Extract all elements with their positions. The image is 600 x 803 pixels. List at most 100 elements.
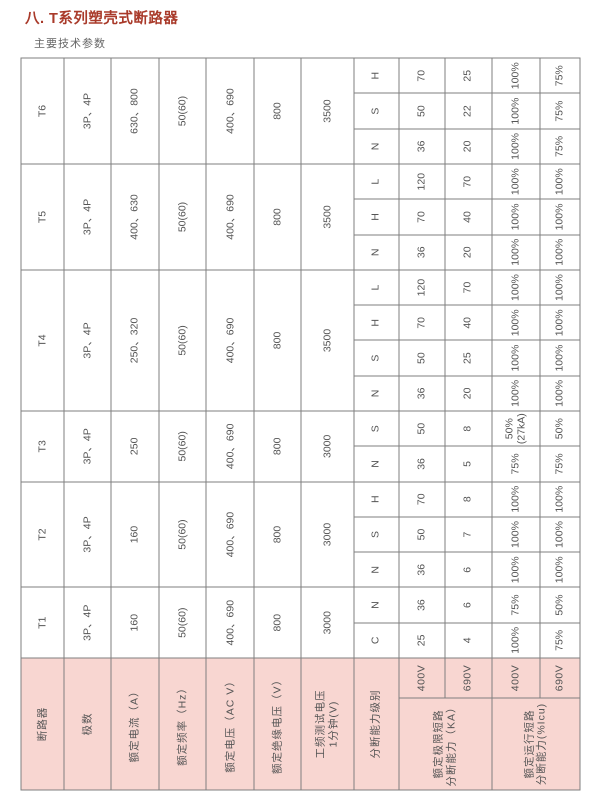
ics400-cell: 100%: [491, 93, 540, 129]
level-cell: S: [353, 410, 399, 446]
test-voltage-cell: 3500: [300, 57, 354, 164]
level-cell: N: [353, 234, 399, 270]
ics400-cell: 100%: [491, 304, 540, 340]
frequency-cell: 50(60): [158, 481, 206, 587]
level-header: 分断能力级别: [353, 657, 399, 790]
icu400-cell: 36: [398, 445, 445, 482]
current-header: 额定电流（A）: [110, 657, 159, 790]
icu400-cell: 70: [398, 198, 445, 235]
ics690-cell: 100%: [539, 551, 580, 587]
icu400-cell: 50: [398, 516, 445, 552]
ics690-cell: 100%: [539, 269, 580, 305]
insulation-cell: 800: [253, 481, 301, 587]
ics400-cell: 100%: [491, 269, 540, 305]
level-cell: H: [353, 481, 399, 517]
model-cell: T4: [20, 269, 64, 411]
icu400-cell: 50: [398, 339, 445, 376]
test-voltage-cell: 3000: [300, 481, 354, 587]
current-cell: 250: [110, 410, 159, 482]
ics400-cell: 100%: [491, 339, 540, 376]
voltage-400-header: 400V: [491, 657, 540, 698]
level-cell: S: [353, 93, 399, 129]
level-cell: N: [353, 586, 399, 623]
icu690-cell: 70: [444, 163, 492, 199]
icu690-cell: 5: [444, 445, 492, 482]
ultimate-capacity-header: 额定极限短路 分断能力（KA）: [398, 697, 492, 790]
poles-cell: 3P、4P: [63, 410, 111, 482]
page-subtitle: 主要技术参数: [34, 38, 106, 50]
icu690-cell: 20: [444, 128, 492, 164]
icu400-cell: 120: [398, 163, 445, 199]
icu400-cell: 70: [398, 481, 445, 517]
ics690-cell: 50%: [539, 410, 580, 446]
insulation-cell: 800: [253, 163, 301, 270]
poles-cell: 3P、4P: [63, 269, 111, 411]
ics690-cell: 100%: [539, 234, 580, 270]
icu400-cell: 70: [398, 304, 445, 340]
level-cell: L: [353, 269, 399, 305]
insulation-cell: 800: [253, 57, 301, 164]
icu400-cell: 70: [398, 57, 445, 93]
ics400-cell: 100%: [491, 375, 540, 411]
level-cell: H: [353, 198, 399, 235]
ics400-cell: 50% (27kA): [491, 410, 540, 446]
voltage-cell: 400、690: [205, 163, 254, 270]
ics690-cell: 75%: [539, 57, 580, 93]
frequency-header: 额定频率（Hz）: [158, 657, 206, 790]
current-cell: 160: [110, 586, 159, 658]
level-cell: H: [353, 304, 399, 340]
icu400-cell: 50: [398, 93, 445, 129]
ics400-cell: 100%: [491, 516, 540, 552]
poles-cell: 3P、4P: [63, 57, 111, 164]
ics400-cell: 100%: [491, 234, 540, 270]
ics400-cell: 100%: [491, 551, 540, 587]
model-cell: T5: [20, 163, 64, 270]
ics400-cell: 100%: [491, 163, 540, 199]
level-cell: N: [353, 445, 399, 482]
ics690-cell: 100%: [539, 163, 580, 199]
current-cell: 630、800: [110, 57, 159, 164]
test-voltage-cell: 3000: [300, 410, 354, 482]
frequency-cell: 50(60): [158, 269, 206, 411]
icu400-cell: 120: [398, 269, 445, 305]
level-cell: H: [353, 57, 399, 93]
level-cell: C: [353, 622, 399, 658]
ics690-cell: 50%: [539, 586, 580, 623]
icu400-cell: 36: [398, 375, 445, 411]
current-cell: 160: [110, 481, 159, 587]
poles-cell: 3P、4P: [63, 163, 111, 270]
level-cell: L: [353, 163, 399, 199]
icu400-cell: 36: [398, 586, 445, 623]
icu690-cell: 40: [444, 304, 492, 340]
voltage-400-header: 400V: [398, 657, 445, 698]
icu400-cell: 36: [398, 128, 445, 164]
ics690-cell: 75%: [539, 445, 580, 482]
poles-cell: 3P、4P: [63, 481, 111, 587]
rotated-table-wrapper: 断路器 T1 T2 T3 T4 T5 T6 极数 3P、4P 3P、4P 3P、4P 3P、4P 3P、…: [20, 57, 580, 790]
voltage-cell: 400、690: [205, 481, 254, 587]
spec-table: 断路器 T1 T2 T3 T4 T5 T6 极数 3P、4P 3P、4P 3P、4P 3P、4P 3P、…: [20, 57, 580, 790]
icu690-cell: 40: [444, 198, 492, 235]
icu690-cell: 6: [444, 586, 492, 623]
current-cell: 400、630: [110, 163, 159, 270]
frequency-cell: 50(60): [158, 410, 206, 482]
test-voltage-header: 工频测试电压 1分钟(V): [300, 657, 354, 790]
icu690-cell: 22: [444, 93, 492, 129]
level-cell: N: [353, 551, 399, 587]
spec-table-viewport: 断路器 T1 T2 T3 T4 T5 T6 极数 3P、4P 3P、4P 3P、4P 3P、4P 3P、…: [20, 57, 580, 790]
icu400-cell: 36: [398, 551, 445, 587]
icu690-cell: 70: [444, 269, 492, 305]
icu400-cell: 50: [398, 410, 445, 446]
level-cell: S: [353, 339, 399, 376]
icu690-cell: 4: [444, 622, 492, 658]
insulation-cell: 800: [253, 410, 301, 482]
insulation-cell: 800: [253, 269, 301, 411]
ics690-cell: 100%: [539, 339, 580, 376]
level-cell: N: [353, 128, 399, 164]
ics400-cell: 100%: [491, 622, 540, 658]
ics690-cell: 100%: [539, 304, 580, 340]
test-voltage-cell: 3500: [300, 269, 354, 411]
poles-cell: 3P、4P: [63, 586, 111, 658]
voltage-header: 额定电压（AC V）: [205, 657, 254, 790]
test-voltage-cell: 3500: [300, 163, 354, 270]
